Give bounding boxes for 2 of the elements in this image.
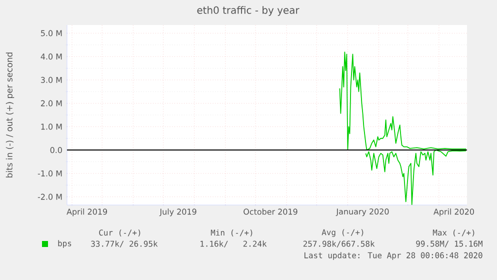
chart-title: eth0 traffic - by year bbox=[197, 6, 300, 16]
y-axis-title: bits in (-) / out (+) per second bbox=[6, 52, 14, 178]
